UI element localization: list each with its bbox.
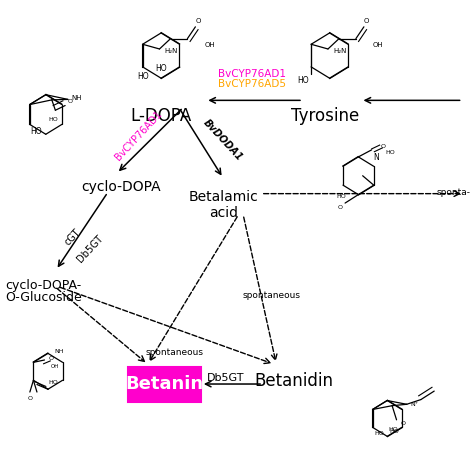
Text: cyclo-DOPA-: cyclo-DOPA-: [5, 279, 82, 292]
Text: BvCYP76AD1: BvCYP76AD1: [113, 109, 164, 163]
Text: O: O: [49, 356, 54, 361]
Text: HO: HO: [336, 194, 346, 199]
Text: HO: HO: [48, 117, 58, 122]
Text: cyclo-DOPA: cyclo-DOPA: [82, 181, 161, 194]
Text: O: O: [195, 18, 201, 24]
Text: H₂N: H₂N: [333, 48, 346, 54]
Text: Betanin: Betanin: [125, 375, 203, 393]
Text: O: O: [67, 99, 73, 104]
Text: HO: HO: [297, 76, 309, 85]
Text: BvDODA1: BvDODA1: [201, 118, 245, 163]
Text: OH: OH: [373, 42, 383, 48]
Text: spontaneous: spontaneous: [146, 348, 203, 357]
Text: Tyrosine: Tyrosine: [291, 108, 359, 126]
Text: O: O: [381, 144, 385, 148]
Text: O: O: [364, 18, 369, 24]
Text: H₂N: H₂N: [165, 48, 178, 54]
Text: sponta-: sponta-: [437, 188, 471, 197]
Text: L-DOPA: L-DOPA: [130, 108, 191, 126]
Text: HO: HO: [374, 431, 383, 437]
Text: OH: OH: [51, 364, 60, 369]
Text: O: O: [27, 396, 32, 401]
Text: Db5GT: Db5GT: [207, 374, 244, 383]
Text: O: O: [338, 205, 343, 210]
Text: spontaneous: spontaneous: [243, 292, 301, 301]
Text: O-Glucoside: O-Glucoside: [5, 291, 82, 304]
Text: OH: OH: [204, 42, 215, 48]
Text: Betanidin: Betanidin: [255, 372, 334, 390]
Text: BvCYP76AD1: BvCYP76AD1: [218, 69, 286, 80]
Text: HO: HO: [48, 380, 58, 385]
Text: N⁺: N⁺: [410, 401, 418, 407]
Text: HO: HO: [389, 427, 398, 432]
Text: acid: acid: [209, 206, 237, 220]
Text: HO: HO: [31, 128, 42, 137]
Text: Betalamic: Betalamic: [188, 190, 258, 204]
Text: NH: NH: [55, 348, 64, 354]
Text: HO: HO: [155, 64, 167, 73]
Text: N: N: [373, 153, 379, 162]
Text: Db5GT: Db5GT: [75, 233, 105, 264]
Text: HO: HO: [137, 72, 149, 81]
Text: BvCYP76AD5: BvCYP76AD5: [218, 79, 286, 89]
Text: HO: HO: [385, 150, 395, 155]
Text: O: O: [401, 421, 406, 426]
Text: NH: NH: [72, 95, 82, 101]
FancyBboxPatch shape: [128, 366, 201, 402]
Text: cGT: cGT: [63, 227, 82, 247]
Text: HO: HO: [390, 429, 399, 434]
